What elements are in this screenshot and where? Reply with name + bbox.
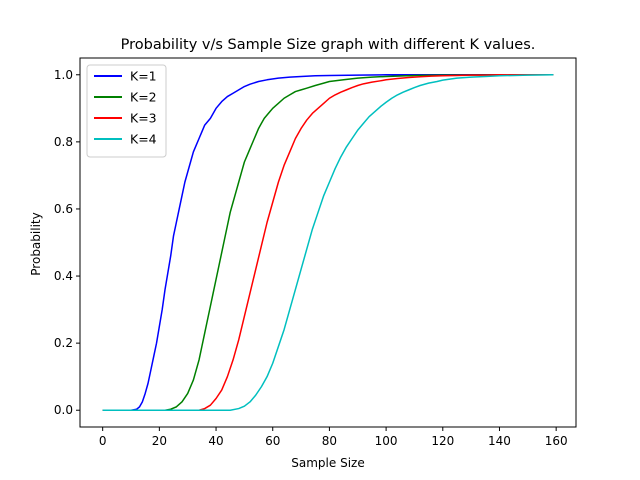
- legend-label: K=1: [130, 69, 157, 84]
- chart-title: Probability v/s Sample Size graph with d…: [121, 37, 536, 53]
- x-tick-label: 100: [375, 434, 398, 448]
- series-line-1: [102, 74, 554, 411]
- legend-label: K=3: [130, 111, 157, 126]
- x-tick-label: 140: [488, 434, 511, 448]
- y-tick-label: 0.8: [54, 135, 73, 149]
- x-tick-label: 80: [322, 434, 337, 448]
- y-tick-label: 0.2: [54, 336, 73, 350]
- legend-label: K=2: [130, 90, 157, 105]
- x-tick-label: 40: [208, 434, 223, 448]
- x-axis-ticks: 0 20 40 60 80 100 120 140 160: [99, 427, 568, 448]
- x-tick-label: 120: [431, 434, 454, 448]
- y-tick-label: 0.4: [54, 269, 73, 283]
- legend: K=1 K=2 K=3 K=4: [86, 64, 167, 158]
- series-line-4: [102, 74, 554, 411]
- legend-box: [86, 64, 167, 158]
- plot-frame: [79, 57, 577, 428]
- x-tick-label: 0: [99, 434, 107, 448]
- y-tick-label: 0.0: [54, 403, 73, 417]
- series-layer: [102, 74, 554, 411]
- series-line-2: [102, 74, 554, 411]
- y-tick-label: 0.6: [54, 202, 73, 216]
- series-line-3: [102, 74, 554, 411]
- x-tick-label: 160: [545, 434, 568, 448]
- y-tick-label: 1.0: [54, 68, 73, 82]
- x-axis-label: Sample Size: [291, 456, 364, 470]
- y-axis-ticks: 0.0 0.2 0.4 0.6 0.8 1.0: [54, 68, 80, 417]
- x-tick-label: 20: [152, 434, 167, 448]
- y-axis-label: Probability: [29, 212, 43, 275]
- legend-label: K=4: [130, 132, 157, 147]
- x-tick-label: 60: [265, 434, 280, 448]
